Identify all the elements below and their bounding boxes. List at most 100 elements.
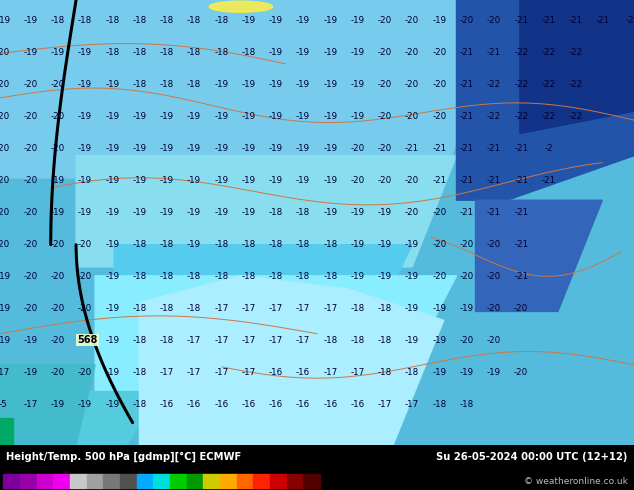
Text: -20: -20 [0, 176, 10, 185]
Text: -17: -17 [242, 368, 256, 377]
Text: -18: -18 [133, 304, 146, 313]
Text: -20: -20 [405, 112, 419, 121]
Text: -18: -18 [160, 272, 174, 281]
Text: -19: -19 [296, 16, 310, 24]
Polygon shape [114, 245, 412, 378]
Text: -20: -20 [460, 272, 474, 281]
Text: -19: -19 [323, 16, 337, 24]
Text: -19: -19 [432, 336, 446, 345]
Text: -19: -19 [242, 112, 256, 121]
Text: -20: -20 [78, 272, 92, 281]
Text: -19: -19 [296, 176, 310, 185]
Polygon shape [0, 0, 507, 178]
Text: -20: -20 [487, 304, 501, 313]
Text: -20: -20 [0, 79, 10, 89]
Text: -17: -17 [214, 336, 228, 345]
Text: © weatheronline.co.uk: © weatheronline.co.uk [524, 477, 628, 487]
Text: -17: -17 [269, 336, 283, 345]
Text: -19: -19 [105, 144, 119, 153]
Text: -19: -19 [105, 336, 119, 345]
Text: -18: -18 [296, 240, 310, 249]
Bar [270, 474, 287, 488]
Text: -18: -18 [214, 240, 228, 249]
Bar [204, 474, 220, 488]
Text: -18: -18 [269, 272, 283, 281]
Text: -20: -20 [487, 336, 501, 345]
Text: -20: -20 [78, 368, 92, 377]
Text: -18: -18 [378, 304, 392, 313]
Text: -16: -16 [187, 400, 201, 409]
Text: -18: -18 [133, 368, 146, 377]
Bar [20, 474, 37, 488]
Text: -20: -20 [23, 272, 37, 281]
Bar [120, 474, 137, 488]
Text: -21: -21 [514, 272, 528, 281]
Text: -16: -16 [269, 400, 283, 409]
Text: -18: -18 [405, 368, 419, 377]
Text: -21: -21 [514, 144, 528, 153]
Text: -18: -18 [460, 400, 474, 409]
Text: -18: -18 [378, 368, 392, 377]
Text: -19: -19 [133, 112, 146, 121]
Text: -19: -19 [78, 79, 92, 89]
Text: -19: -19 [23, 336, 37, 345]
Text: -19: -19 [214, 79, 228, 89]
Text: -18: -18 [214, 48, 228, 56]
Text: -19: -19 [242, 16, 256, 24]
Text: -18: -18 [351, 304, 365, 313]
Text: -19: -19 [133, 176, 146, 185]
Text: -19: -19 [133, 144, 146, 153]
Text: -20: -20 [23, 144, 37, 153]
Text: -19: -19 [405, 272, 419, 281]
Text: -22: -22 [569, 112, 583, 121]
Text: -19: -19 [78, 144, 92, 153]
Text: -19: -19 [242, 79, 256, 89]
Text: -19: -19 [78, 400, 92, 409]
Text: -18: -18 [133, 16, 146, 24]
Text: -20: -20 [51, 336, 65, 345]
Text: -22: -22 [541, 48, 555, 56]
Text: -19: -19 [432, 304, 446, 313]
Text: -19: -19 [187, 176, 201, 185]
Text: -19: -19 [187, 240, 201, 249]
Text: -5: -5 [0, 400, 8, 409]
Text: -19: -19 [351, 208, 365, 217]
Text: -22: -22 [541, 112, 555, 121]
Text: -19: -19 [460, 304, 474, 313]
Text: -19: -19 [160, 176, 174, 185]
Bar [37, 474, 53, 488]
Text: -21: -21 [514, 240, 528, 249]
Text: -19: -19 [160, 112, 174, 121]
Text: -19: -19 [269, 112, 283, 121]
Text: -19: -19 [242, 176, 256, 185]
Text: -20: -20 [405, 79, 419, 89]
Text: -18: -18 [133, 240, 146, 249]
Text: -19: -19 [214, 176, 228, 185]
Text: -19: -19 [105, 272, 119, 281]
Text: -20: -20 [514, 304, 528, 313]
Text: -18: -18 [160, 79, 174, 89]
Text: -18: -18 [133, 48, 146, 56]
Text: -19: -19 [105, 112, 119, 121]
Text: -17: -17 [23, 400, 37, 409]
Text: -19: -19 [105, 304, 119, 313]
Text: -21: -21 [460, 208, 474, 217]
Text: -18: -18 [242, 48, 256, 56]
Text: -18: -18 [133, 79, 146, 89]
Text: -20: -20 [51, 368, 65, 377]
Text: -19: -19 [78, 48, 92, 56]
Text: -21: -21 [405, 144, 419, 153]
Text: -16: -16 [323, 400, 337, 409]
Text: -18: -18 [160, 240, 174, 249]
Text: -18: -18 [269, 240, 283, 249]
Text: -20: -20 [378, 112, 392, 121]
Text: -20: -20 [351, 176, 365, 185]
Text: -20: -20 [78, 304, 92, 313]
Text: -18: -18 [378, 336, 392, 345]
Text: -17: -17 [351, 368, 365, 377]
Polygon shape [0, 392, 158, 445]
Text: -17: -17 [214, 368, 228, 377]
Text: -19: -19 [187, 112, 201, 121]
Text: -18: -18 [242, 272, 256, 281]
Text: -21: -21 [432, 144, 446, 153]
